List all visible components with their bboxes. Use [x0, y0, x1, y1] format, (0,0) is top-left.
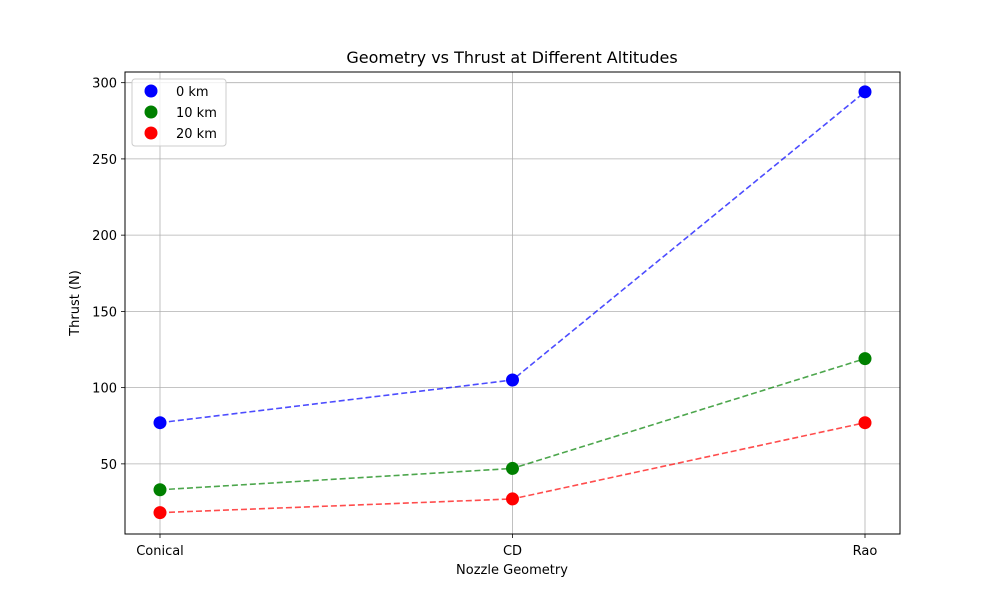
legend-label: 0 km	[176, 85, 209, 100]
data-point	[506, 461, 519, 475]
data-point	[858, 85, 872, 99]
y-tick-label: 100	[92, 382, 117, 397]
y-tick-label: 250	[92, 153, 117, 168]
chart-title: Geometry vs Thrust at Different Altitude…	[346, 48, 677, 67]
data-point	[153, 506, 167, 520]
data-point	[506, 492, 519, 506]
data-point	[506, 373, 519, 387]
data-point	[858, 352, 872, 366]
grid-layer	[125, 72, 900, 534]
legend-marker	[144, 84, 158, 98]
legend: 0 km 10 km 20 km	[131, 78, 227, 147]
legend-label: 10 km	[176, 106, 217, 121]
y-tick-label: 150	[92, 305, 117, 320]
y-axis-label: Thrust (N)	[68, 270, 83, 337]
x-axis-label: Nozzle Geometry	[456, 563, 568, 578]
tick-layer: Conical CD Rao 50 100 150 200 250 300	[92, 77, 877, 559]
x-tick-label: Conical	[136, 544, 184, 559]
legend-marker	[144, 126, 158, 140]
legend-marker	[144, 105, 158, 119]
legend-label: 20 km	[176, 127, 217, 142]
data-point	[858, 416, 872, 430]
data-point	[153, 483, 167, 497]
data-point	[153, 416, 167, 430]
x-tick-label: Rao	[853, 544, 878, 559]
y-tick-label: 300	[92, 77, 117, 92]
series-points	[153, 85, 872, 520]
x-tick-label: CD	[503, 544, 522, 559]
y-tick-label: 200	[92, 229, 117, 244]
y-tick-label: 50	[100, 458, 117, 473]
